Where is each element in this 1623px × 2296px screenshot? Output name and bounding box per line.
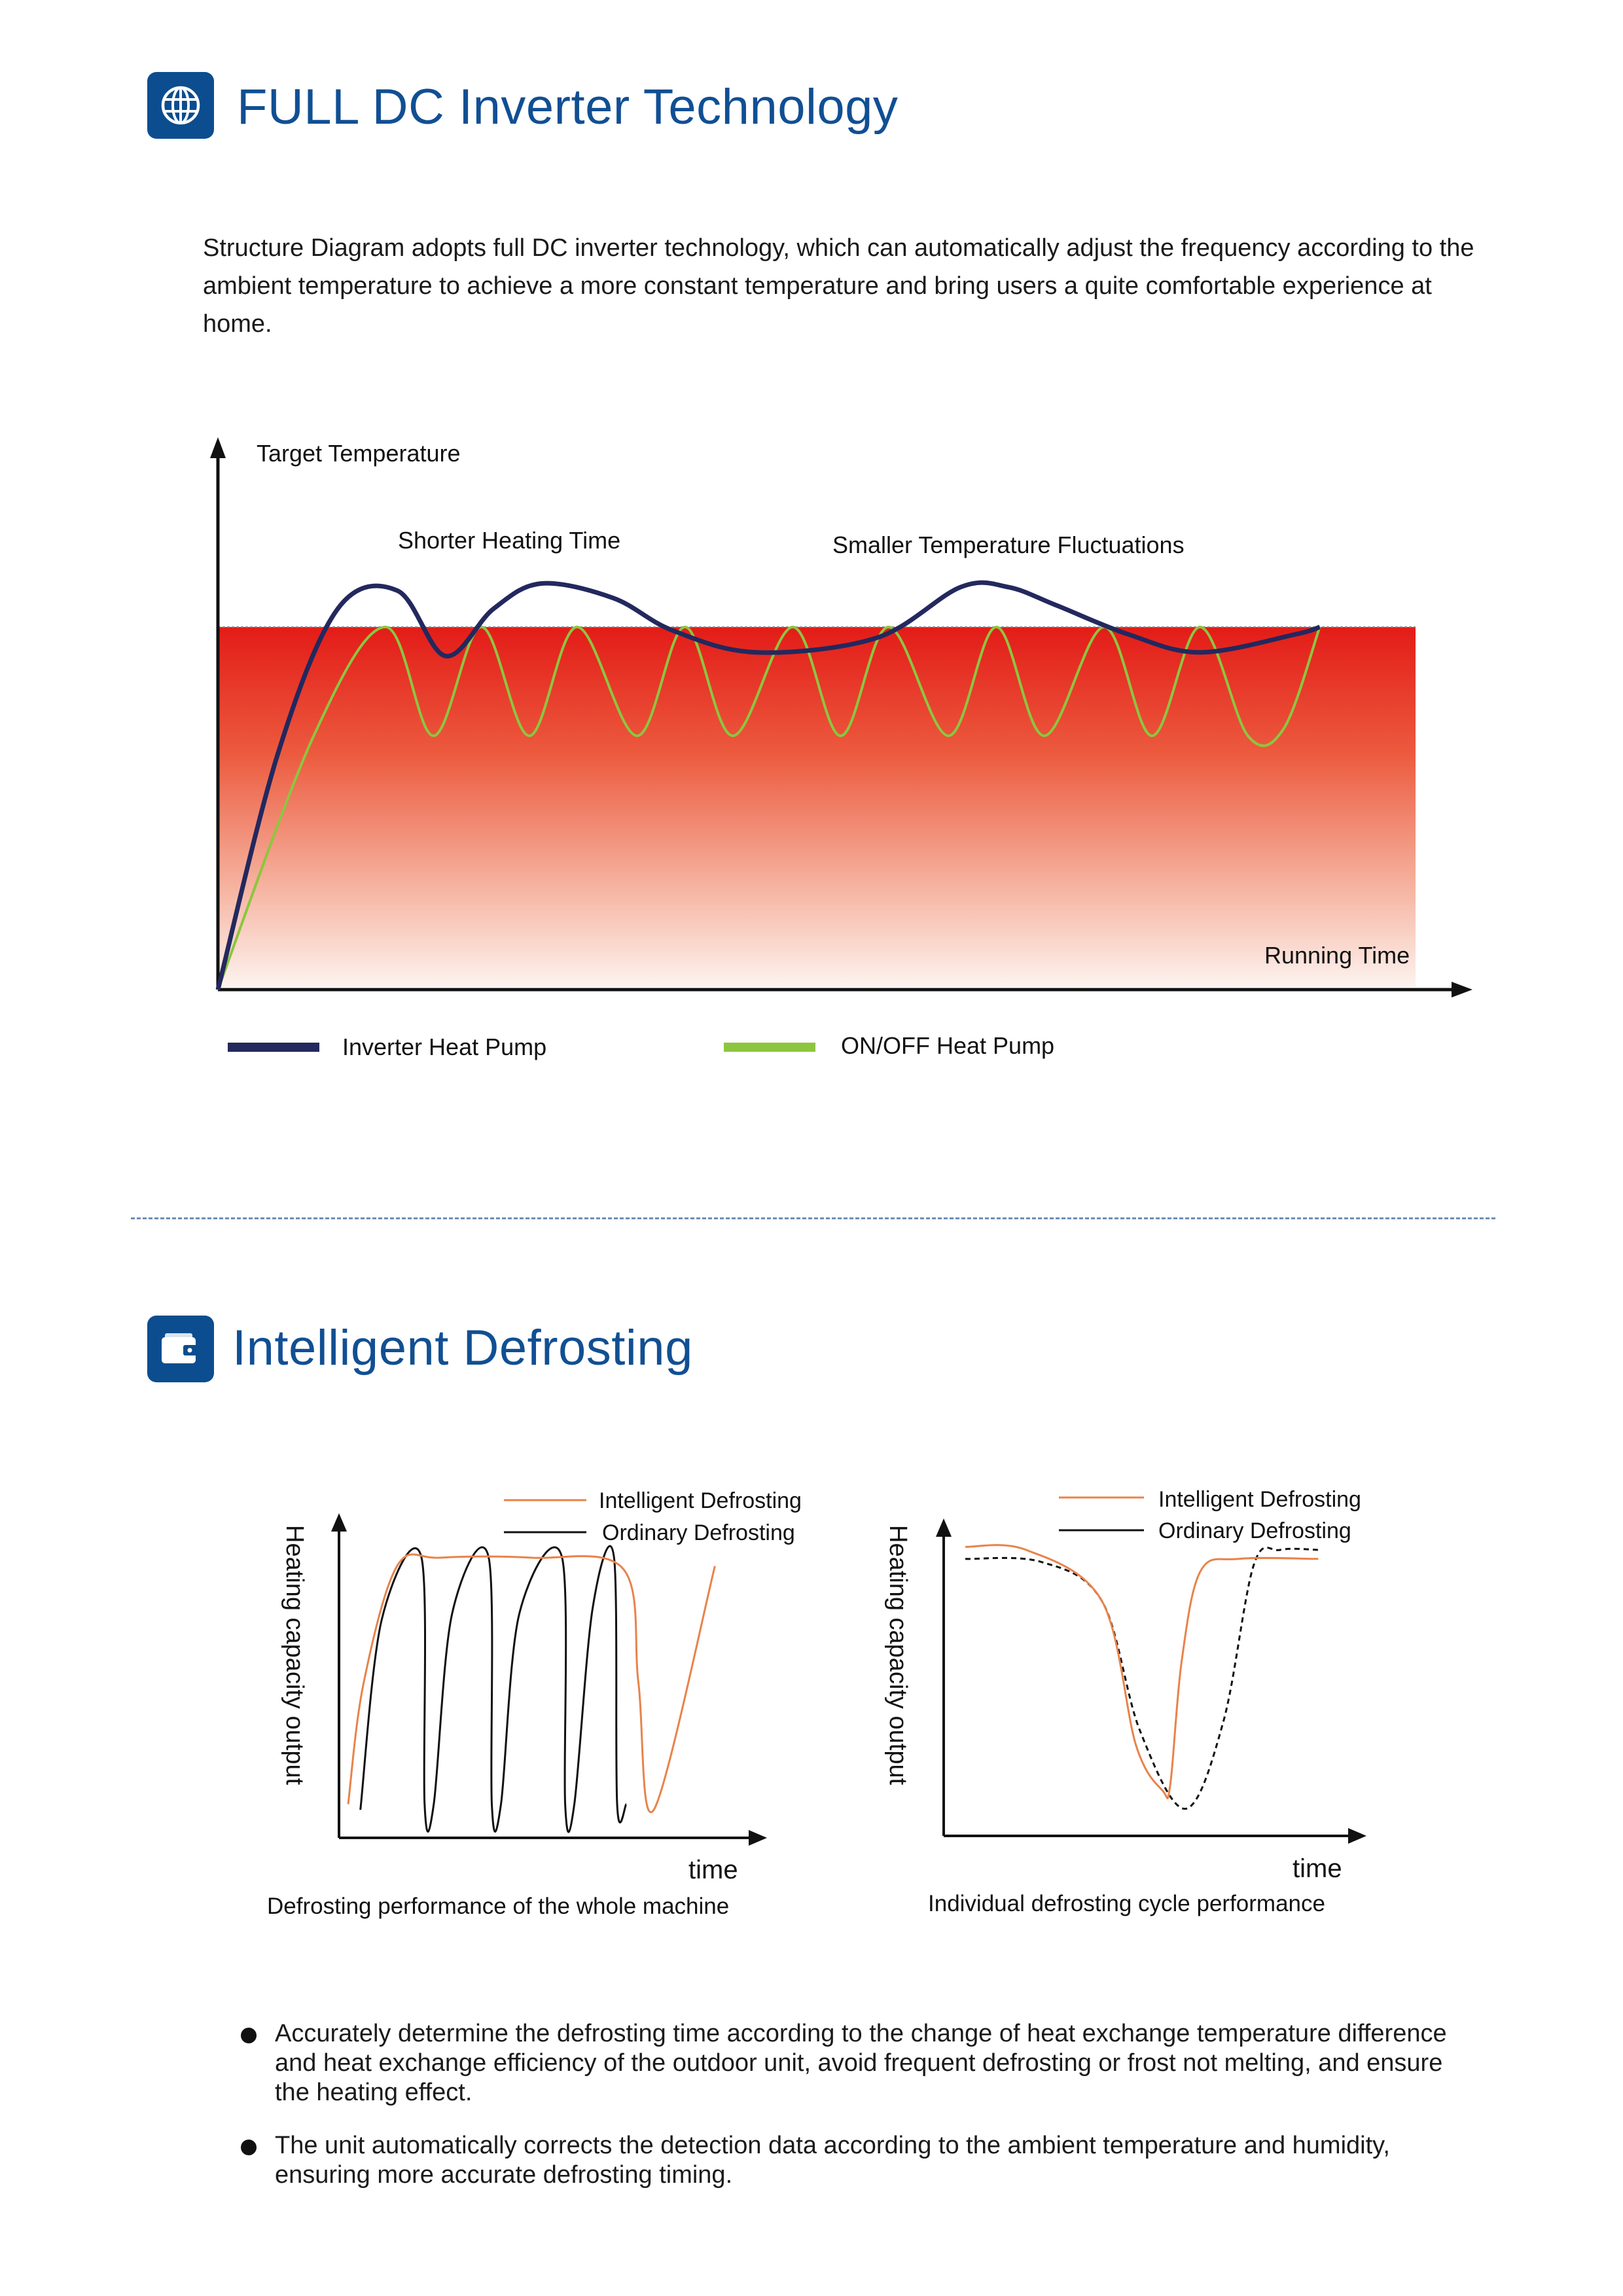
x-axis-label: time [688, 1856, 738, 1884]
ordinary-defrosting-line [965, 1547, 1319, 1810]
legend-intelligent-label: Intelligent Defrosting [599, 1488, 802, 1513]
y-axis-arrow [936, 1518, 952, 1537]
legend-inverter-label: Inverter Heat Pump [342, 1033, 546, 1060]
globe-icon [161, 86, 200, 125]
bullet-dot [241, 2140, 257, 2155]
wallet-icon [162, 1333, 199, 1363]
annotation-smaller-fluctuations: Smaller Temperature Fluctuations [832, 531, 1185, 558]
y-axis-arrow [210, 437, 226, 458]
bullet-text: Accurately determine the defrosting time… [275, 2020, 1447, 2106]
x-axis-arrow [1348, 1828, 1366, 1844]
onoff-heat-pump-line [217, 625, 1321, 990]
legend-onoff-label: ON/OFF Heat Pump [841, 1032, 1054, 1059]
section2-icon-box [147, 1316, 214, 1382]
annotation-shorter-heating: Shorter Heating Time [398, 527, 620, 554]
chart-caption: Defrosting performance of the whole mach… [267, 1893, 729, 1919]
intelligent-defrosting-line [965, 1544, 1319, 1800]
legend-ordinary-label: Ordinary Defrosting [1158, 1518, 1351, 1543]
legend-intelligent-label: Intelligent Defrosting [1158, 1487, 1361, 1512]
legend-onoff-swatch [724, 1043, 815, 1052]
section1-icon-box [147, 72, 214, 139]
section1-intro: Structure Diagram adopts full DC inverte… [203, 234, 1474, 338]
x-axis-arrow [1452, 982, 1472, 997]
bullet-text: The unit automatically corrects the dete… [275, 2132, 1390, 2189]
inverter-heat-pump-line [215, 580, 1321, 990]
x-axis-arrow [749, 1830, 767, 1846]
bullet-dot [241, 2028, 257, 2043]
defrost-single-cycle-chart: Intelligent Defrosting Ordinary Defrosti… [884, 1487, 1366, 1916]
y-axis-label: Heating capacity output [884, 1525, 912, 1785]
y-axis-label: Target Temperature [257, 440, 461, 467]
intelligent-defrosting-line [347, 1553, 716, 1814]
list-item: Accurately determine the defrosting time… [236, 2019, 1479, 2108]
chart-caption: Individual defrosting cycle performance [928, 1891, 1325, 1916]
y-axis-arrow [331, 1513, 347, 1532]
section1-title: FULL DC Inverter Technology [237, 79, 899, 135]
defrost-bullets: Accurately determine the defrosting time… [236, 2019, 1479, 2214]
y-axis-label: Heating capacity output [281, 1525, 308, 1785]
heat-area [218, 627, 1416, 987]
x-axis-label: Running Time [1264, 942, 1410, 969]
legend-ordinary-label: Ordinary Defrosting [602, 1520, 795, 1545]
temperature-chart: Target Temperature Shorter Heating Time … [210, 437, 1472, 1060]
legend-inverter-swatch [228, 1043, 319, 1052]
section-divider [131, 1217, 1495, 1219]
list-item: The unit automatically corrects the dete… [236, 2131, 1479, 2190]
ordinary-defrosting-line [359, 1545, 628, 1833]
defrost-whole-machine-chart: Intelligent Defrosting Ordinary Defrosti… [267, 1488, 802, 1919]
x-axis-label: time [1293, 1854, 1342, 1883]
section2-title: Intelligent Defrosting [232, 1320, 693, 1376]
